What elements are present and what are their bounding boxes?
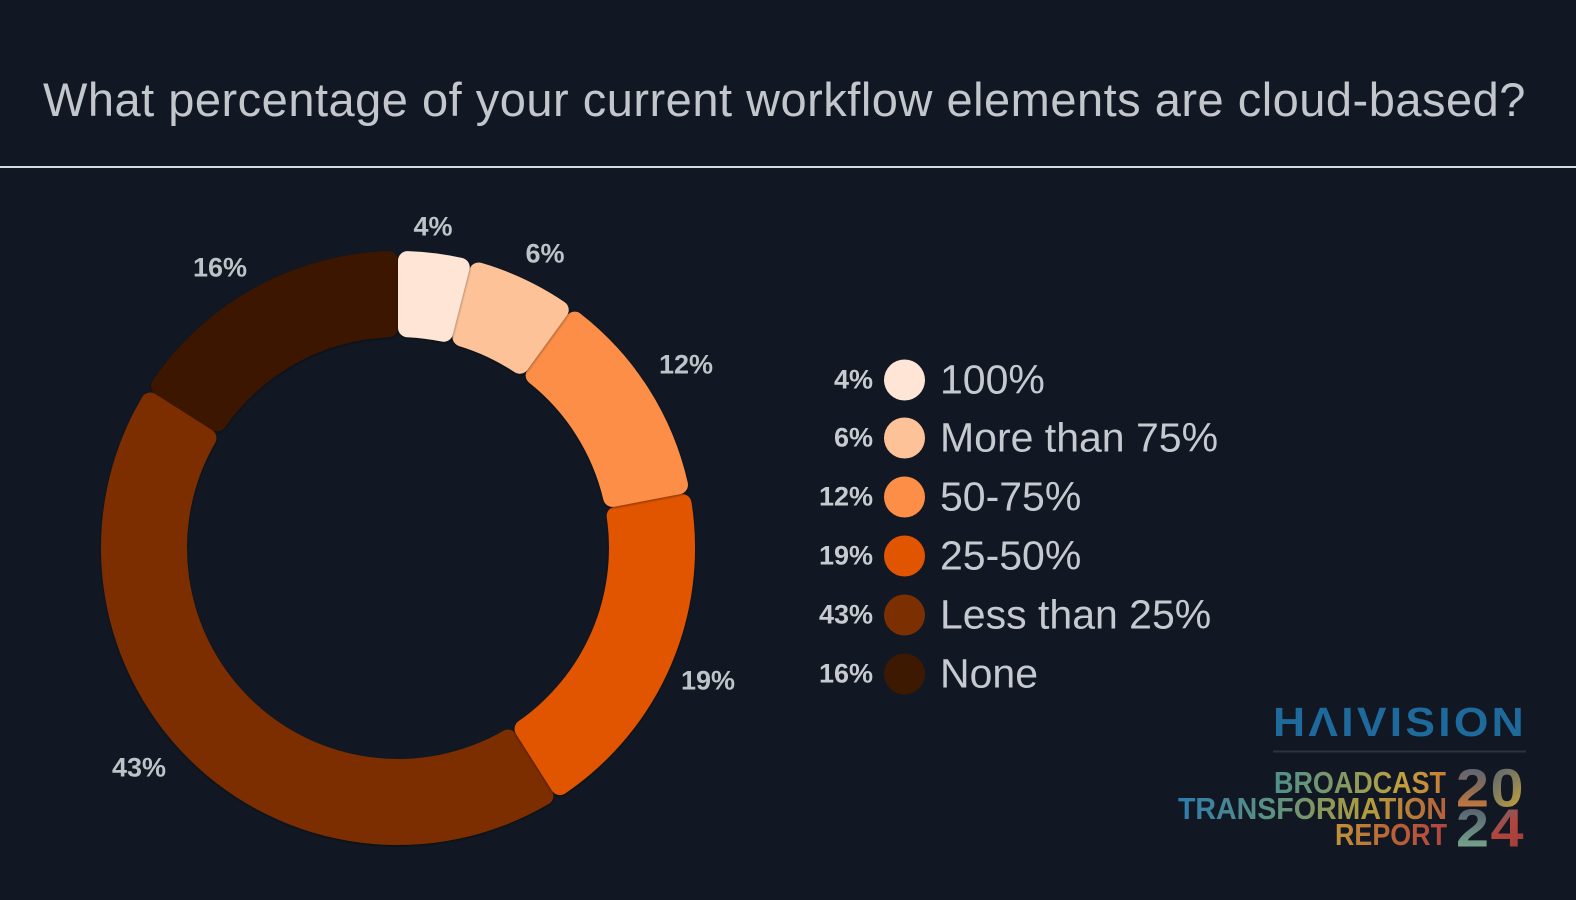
- svg-text:0: 0: [1491, 759, 1524, 818]
- svg-text:2: 2: [1456, 800, 1489, 859]
- svg-text:HΛIVISION: HΛIVISION: [1273, 699, 1527, 745]
- svg-text:4: 4: [1491, 800, 1524, 859]
- svg-text:BROADCAST: BROADCAST: [1274, 765, 1446, 800]
- svg-text:2: 2: [1456, 759, 1489, 818]
- svg-text:REPORT: REPORT: [1335, 817, 1447, 852]
- svg-text:TRANSFORMATION: TRANSFORMATION: [1178, 791, 1447, 826]
